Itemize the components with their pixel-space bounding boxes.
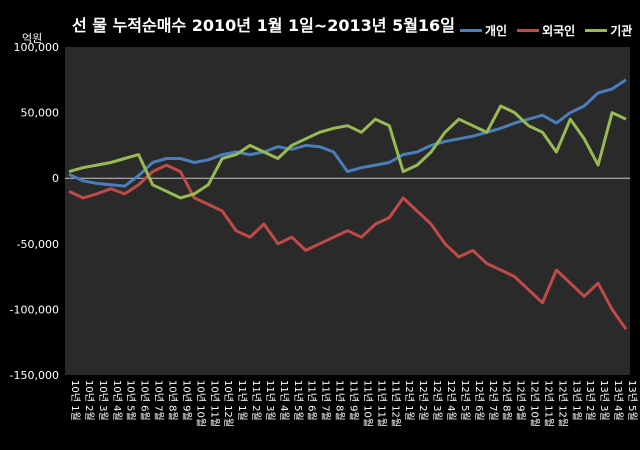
x-tick-label: 12년 5월 — [459, 380, 471, 421]
x-tick-label: 13년 3월 — [598, 380, 610, 421]
legend-item: 개인 — [460, 22, 507, 39]
y-tick-label: -150,000 — [10, 369, 59, 382]
x-tick-label: 11년 6월 — [306, 380, 318, 421]
x-tick-label: 10년 2월 — [83, 380, 95, 421]
x-tick-label: 12년 8월 — [501, 380, 513, 421]
legend-label: 기관 — [610, 24, 633, 38]
y-tick-label: -100,000 — [10, 303, 59, 316]
plot-area — [65, 47, 630, 375]
x-tick-label: 12년 10월 — [529, 380, 541, 427]
x-tick-label: 12년 11월 — [542, 380, 554, 427]
x-tick-label: 11년 8월 — [334, 380, 346, 421]
x-tick-label: 11년 11월 — [375, 380, 387, 427]
legend-label: 개인 — [485, 24, 508, 38]
x-tick-label: 12년 4월 — [445, 380, 457, 421]
x-tick-label: 10년 12월 — [222, 380, 234, 427]
x-tick-label: 11년 12월 — [389, 380, 401, 427]
y-tick-label: 50,000 — [21, 107, 60, 120]
x-tick-label: 12년 1월 — [403, 380, 415, 421]
chart-title: 선 물 누적순매수 2010년 1월 1일~2013년 5월16일 — [72, 16, 455, 35]
x-tick-label: 10년 10월 — [194, 380, 206, 427]
x-tick-label: 11년 7월 — [320, 380, 332, 421]
legend-swatch — [585, 29, 608, 32]
legend-label: 외국인 — [542, 24, 576, 38]
series-line-1 — [68, 78, 627, 188]
x-tick-label: 10년 3월 — [97, 380, 109, 421]
y-tick-label: 0 — [52, 172, 59, 185]
x-tick-label: 10년 11월 — [208, 380, 220, 427]
x-tick-label: 13년 5월 — [626, 380, 638, 421]
x-tick-label: 10년 4월 — [111, 380, 123, 421]
y-tick-label: -50,000 — [17, 238, 59, 251]
x-tick-label: 12년 6월 — [473, 380, 485, 421]
x-tick-label: 10년 7월 — [153, 380, 165, 421]
legend-item: 기관 — [585, 22, 632, 39]
x-tick-label: 12년 2월 — [417, 380, 429, 421]
x-tick-label: 11년 5월 — [292, 380, 304, 421]
x-tick-label: 11년 9월 — [348, 380, 360, 421]
x-tick-label: 10년 5월 — [125, 380, 137, 421]
series-line-2 — [68, 163, 628, 330]
x-tick-label: 10년 9월 — [180, 380, 192, 421]
x-tick-label: 10년 1월 — [69, 380, 81, 421]
x-tick-label: 11년 4월 — [278, 380, 290, 421]
y-axis-unit-label: 억원 — [22, 32, 43, 45]
legend-swatch — [517, 29, 540, 32]
x-tick-label: 12년 12월 — [556, 380, 568, 427]
x-tick-label: 11년 2월 — [250, 380, 262, 421]
legend: 개인 외국인 기관 — [460, 22, 632, 39]
x-tick-label: 12년 7월 — [487, 380, 499, 421]
legend-swatch — [460, 29, 482, 32]
x-tick-label: 13년 2월 — [584, 380, 596, 421]
x-tick-label: 13년 4월 — [612, 380, 624, 421]
x-tick-label: 12년 3월 — [431, 380, 443, 421]
legend-item: 외국인 — [517, 22, 575, 39]
x-tick-label: 12년 9월 — [515, 380, 527, 421]
x-tick-label: 11년 3월 — [264, 380, 276, 421]
y-tick-label: 100,000 — [14, 41, 60, 54]
x-tick-label: 10년 8월 — [166, 380, 178, 421]
x-tick-label: 10년 6월 — [139, 380, 151, 421]
series-line-3 — [68, 104, 627, 200]
x-tick-label: 11년 10월 — [361, 380, 373, 427]
x-tick-label: 13년 1월 — [570, 380, 582, 421]
x-tick-label: 11년 1월 — [236, 380, 248, 421]
